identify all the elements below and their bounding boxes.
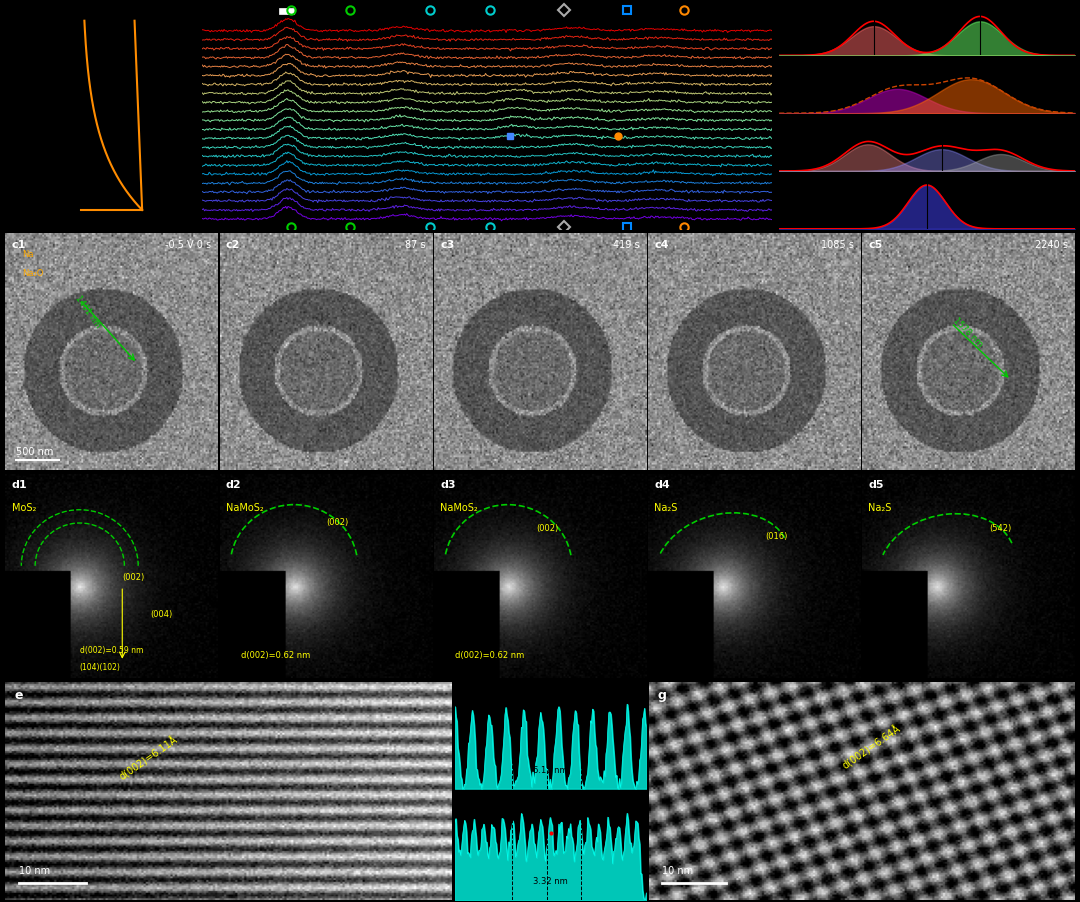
- Text: Na: Na: [23, 250, 33, 259]
- Text: f1: f1: [461, 691, 472, 701]
- Text: d5: d5: [868, 480, 885, 490]
- Text: 87 s: 87 s: [405, 241, 426, 251]
- Text: (002): (002): [536, 524, 558, 533]
- Text: g: g: [658, 689, 666, 702]
- Text: (104)(102): (104)(102): [80, 663, 121, 672]
- Text: (016): (016): [765, 532, 787, 541]
- Text: NaMoS₂: NaMoS₂: [441, 502, 477, 512]
- Text: 1461 nm: 1461 nm: [73, 294, 103, 330]
- Text: c1: c1: [12, 241, 26, 251]
- Text: (542): (542): [989, 524, 1012, 533]
- Text: d(002)=0.62 nm: d(002)=0.62 nm: [455, 650, 524, 659]
- Bar: [280, 8, 294, 14]
- Text: (002): (002): [326, 518, 348, 527]
- Text: d(002)=6.11Å: d(002)=6.11Å: [117, 734, 179, 782]
- Text: 10 nm: 10 nm: [18, 866, 50, 876]
- Text: 2240 s: 2240 s: [1036, 241, 1068, 251]
- Text: (002): (002): [122, 573, 145, 582]
- Text: Na₂S: Na₂S: [868, 502, 892, 512]
- Text: d2: d2: [226, 480, 242, 490]
- Text: 419 s: 419 s: [613, 241, 639, 251]
- Text: 6.11 nm: 6.11 nm: [534, 766, 568, 775]
- Text: d(002)=6.64Å: d(002)=6.64Å: [840, 723, 903, 771]
- Text: e: e: [14, 689, 23, 702]
- Text: Na₂O: Na₂O: [23, 269, 44, 278]
- Text: c4: c4: [654, 241, 669, 251]
- Text: 10 nm: 10 nm: [662, 866, 693, 876]
- Text: f2: f2: [461, 803, 472, 813]
- Text: 500 nm: 500 nm: [16, 447, 53, 457]
- Text: 3.32 nm: 3.32 nm: [534, 878, 568, 887]
- Text: d3: d3: [441, 480, 456, 490]
- Text: Na₂S: Na₂S: [654, 502, 677, 512]
- Text: d4: d4: [654, 480, 670, 490]
- Text: c5: c5: [868, 241, 882, 251]
- Text: NaMoS₂: NaMoS₂: [226, 502, 264, 512]
- Text: MoS₂: MoS₂: [12, 502, 36, 512]
- Text: 1578 nm: 1578 nm: [951, 316, 984, 349]
- Text: c2: c2: [226, 241, 241, 251]
- Text: d1: d1: [12, 480, 27, 490]
- Text: 1085 s: 1085 s: [821, 241, 854, 251]
- Text: (004): (004): [150, 610, 172, 619]
- Text: d(002)=0.59 nm: d(002)=0.59 nm: [80, 647, 144, 656]
- Text: d(002)=0.62 nm: d(002)=0.62 nm: [241, 650, 310, 659]
- Text: c3: c3: [441, 241, 455, 251]
- Text: -0.5 V 0 s: -0.5 V 0 s: [165, 241, 212, 251]
